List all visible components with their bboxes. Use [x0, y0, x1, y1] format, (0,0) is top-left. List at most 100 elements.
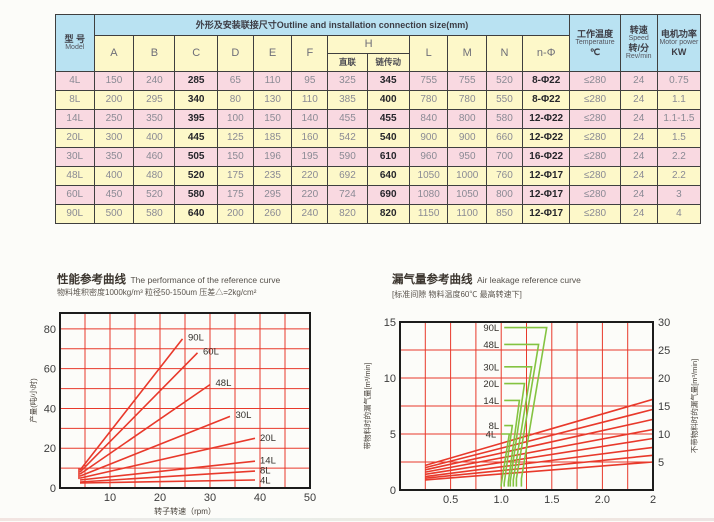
value-cell: 1.5: [656, 128, 702, 148]
svg-text:25: 25: [658, 345, 670, 357]
svg-text:2: 2: [650, 494, 656, 506]
table-row: 30L 350 460 505 150 196 195 590 610 960 950 700 16-Φ…: [55, 147, 702, 167]
model-cell: 60L: [55, 185, 95, 205]
svg-text:14L: 14L: [260, 456, 276, 467]
value-cell: 400: [93, 166, 135, 186]
svg-text:15: 15: [658, 401, 670, 413]
header-col-A: A: [93, 35, 135, 72]
svg-text:10: 10: [658, 429, 670, 441]
value-cell: 260: [252, 204, 293, 224]
value-cell: 175: [216, 185, 254, 205]
value-cell: 150: [252, 109, 293, 129]
value-cell: 445: [174, 128, 218, 148]
svg-text:20: 20: [44, 443, 56, 455]
value-cell: 1150: [408, 204, 449, 224]
value-cell: 125: [216, 128, 254, 148]
value-cell: 455: [327, 109, 368, 129]
header-col-nphi: n-Φ: [521, 35, 571, 72]
value-cell: ≤280: [569, 185, 621, 205]
value-cell: 110: [291, 90, 329, 110]
value-cell: 1050: [447, 185, 487, 205]
value-cell: 800: [447, 109, 487, 129]
value-cell: 755: [408, 71, 449, 91]
svg-text:5: 5: [390, 429, 396, 441]
svg-text:带物料时的漏气量[m³/min]: 带物料时的漏气量[m³/min]: [362, 362, 372, 449]
svg-text:产量(吨/小时): 产量(吨/小时): [28, 378, 38, 423]
header-col-M: M: [447, 35, 487, 72]
svg-text:0.5: 0.5: [443, 494, 458, 506]
value-cell: 800: [485, 185, 523, 205]
header-temperature: 工作温度 Temperature ℃: [569, 14, 621, 72]
value-cell: 12-Φ17: [521, 204, 571, 224]
header-col-B: B: [133, 35, 176, 72]
value-cell: 505: [174, 147, 218, 167]
value-cell: 220: [291, 185, 329, 205]
value-cell: 480: [133, 166, 176, 186]
svg-text:14L: 14L: [483, 396, 499, 407]
svg-text:60L: 60L: [203, 346, 219, 357]
value-cell: 640: [174, 204, 218, 224]
value-cell: 24: [619, 147, 658, 167]
table-row: 4L 150 240 285 65 110 95 325 345 755 755 520 8-Φ22 ≤2…: [55, 71, 702, 91]
value-cell: 110: [252, 71, 293, 91]
value-cell: 175: [216, 166, 254, 186]
value-cell: 350: [93, 147, 135, 167]
svg-text:8L: 8L: [260, 466, 271, 477]
value-cell: 150: [93, 71, 135, 91]
value-cell: 540: [366, 128, 410, 148]
value-cell: 640: [366, 166, 410, 186]
value-cell: 196: [252, 147, 293, 167]
svg-text:20L: 20L: [483, 379, 499, 390]
svg-text:10: 10: [104, 492, 116, 504]
svg-text:90L: 90L: [188, 332, 204, 343]
value-cell: 24: [619, 128, 658, 148]
value-cell: 12-Φ17: [521, 185, 571, 205]
table-row: 48L 400 480 520 175 235 220 692 640 1050 1000 760 12…: [55, 166, 702, 186]
header-col-C: C: [174, 35, 218, 72]
value-cell: 24: [619, 166, 658, 186]
value-cell: 690: [366, 185, 410, 205]
svg-text:1.0: 1.0: [494, 494, 509, 506]
header-motor-power: 电机功率 Motor power KW: [656, 14, 702, 72]
value-cell: 24: [619, 185, 658, 205]
leakage-chart-title: 漏气量参考曲线 Air leakage reference curve: [392, 274, 581, 286]
value-cell: 610: [366, 147, 410, 167]
header-h-chain: 链传动: [366, 53, 410, 72]
value-cell: ≤280: [569, 90, 621, 110]
value-cell: 350: [133, 109, 176, 129]
value-cell: 500: [93, 204, 135, 224]
model-cell: 90L: [55, 204, 95, 224]
value-cell: 1.1-1.5: [656, 109, 702, 129]
table-row: 90L 500 580 640 200 260 240 820 820 1150 1100 850 12…: [55, 204, 702, 224]
svg-text:20: 20: [154, 492, 166, 504]
value-cell: 80: [216, 90, 254, 110]
table-row: 14L 250 350 395 100 150 140 455 455 840 800 580 12-Φ…: [55, 109, 702, 129]
value-cell: 580: [485, 109, 523, 129]
svg-text:0: 0: [390, 485, 396, 497]
svg-text:1.5: 1.5: [544, 494, 559, 506]
model-cell: 48L: [55, 166, 95, 186]
svg-text:2.0: 2.0: [595, 494, 610, 506]
value-cell: 1050: [408, 166, 449, 186]
value-cell: 385: [327, 90, 368, 110]
table-row: 20L 300 400 445 125 185 160 542 540 900 900 660 12-Φ…: [55, 128, 702, 148]
svg-text:不带物料时的漏气量[m³/min]: 不带物料时的漏气量[m³/min]: [689, 359, 699, 454]
value-cell: 150: [216, 147, 254, 167]
value-cell: 2.2: [656, 147, 702, 167]
header-speed: 转速 Speed 转/分 Rev/min: [619, 14, 658, 72]
value-cell: 820: [327, 204, 368, 224]
svg-text:30: 30: [658, 317, 670, 329]
value-cell: 520: [174, 166, 218, 186]
svg-text:30: 30: [204, 492, 216, 504]
value-cell: 400: [133, 128, 176, 148]
value-cell: 4: [656, 204, 702, 224]
value-cell: 24: [619, 90, 658, 110]
value-cell: 95: [291, 71, 329, 91]
value-cell: 700: [485, 147, 523, 167]
value-cell: 16-Φ22: [521, 147, 571, 167]
model-cell: 20L: [55, 128, 95, 148]
value-cell: ≤280: [569, 147, 621, 167]
value-cell: 692: [327, 166, 368, 186]
header-col-E: E: [252, 35, 293, 72]
